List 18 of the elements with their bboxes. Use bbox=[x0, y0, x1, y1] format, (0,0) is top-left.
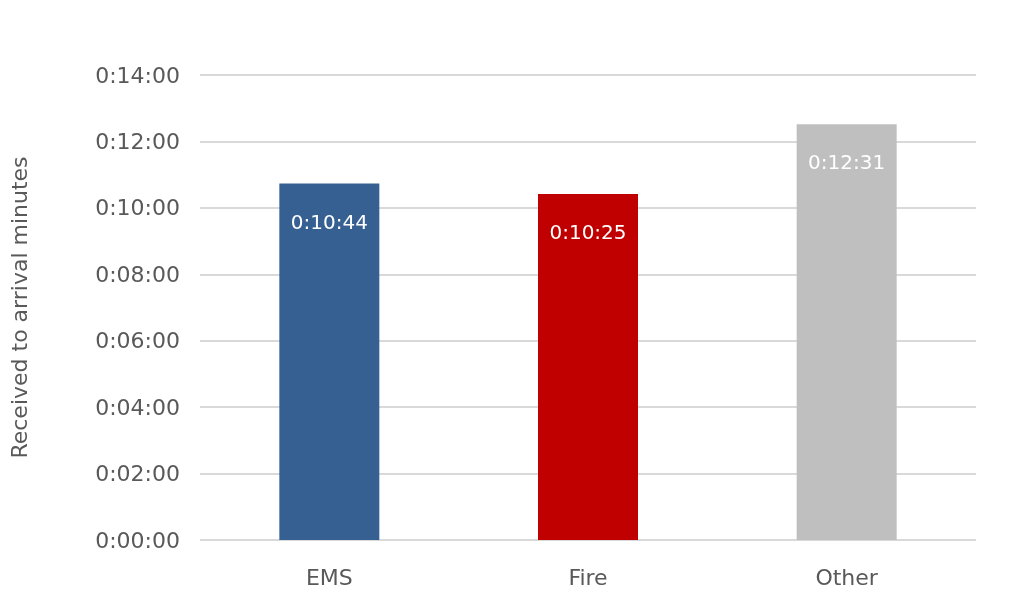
bar bbox=[279, 183, 380, 540]
y-tick-label: 0:04:00 bbox=[95, 394, 180, 420]
y-tick-label: 0:12:00 bbox=[95, 128, 180, 154]
bar bbox=[796, 124, 897, 540]
y-tick-label: 0:02:00 bbox=[95, 461, 180, 487]
y-tick-label: 0:10:00 bbox=[95, 195, 180, 221]
y-axis-title: Received to arrival minutes bbox=[6, 156, 32, 459]
bar bbox=[538, 194, 638, 540]
data-label: 0:10:44 bbox=[290, 209, 368, 234]
y-tick-label: 0:14:00 bbox=[95, 62, 180, 88]
y-tick-label: 0:08:00 bbox=[95, 261, 180, 287]
y-tick-label: 0:06:00 bbox=[95, 328, 180, 354]
x-tick-label: EMS bbox=[305, 564, 353, 590]
x-tick-label: Other bbox=[815, 564, 879, 590]
data-label: 0:12:31 bbox=[808, 150, 886, 175]
x-tick-label: Fire bbox=[568, 564, 608, 590]
data-label: 0:10:25 bbox=[549, 220, 627, 245]
y-tick-label: 0:00:00 bbox=[95, 527, 180, 553]
